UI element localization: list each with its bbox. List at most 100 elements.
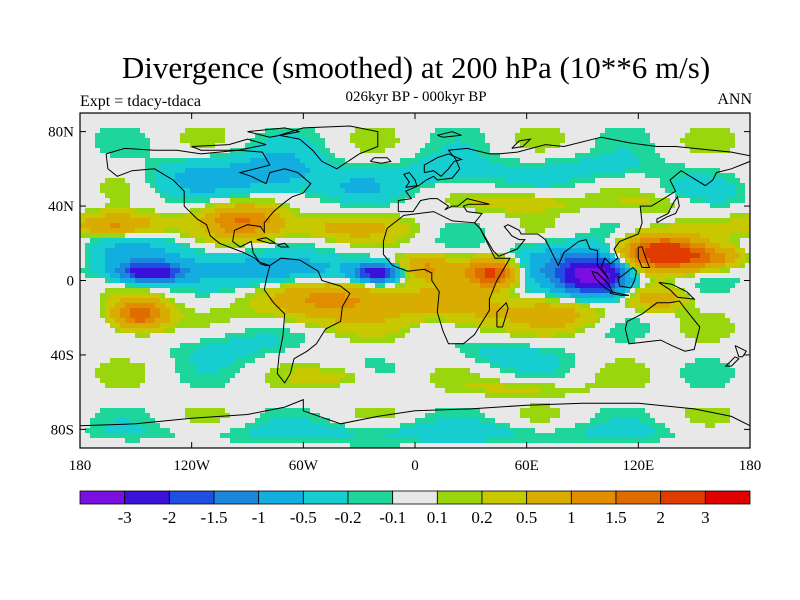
field-cell	[530, 248, 536, 254]
field-cell	[185, 243, 191, 249]
field-cell	[595, 143, 601, 149]
field-cell	[500, 188, 506, 194]
field-cell	[530, 283, 536, 289]
field-cell	[535, 213, 541, 219]
field-cell	[340, 133, 346, 139]
field-cell	[455, 163, 461, 169]
field-cell	[230, 228, 236, 234]
field-cell	[500, 248, 506, 254]
field-cell	[275, 253, 281, 259]
field-cell	[155, 283, 161, 289]
field-cell	[735, 273, 741, 279]
field-cell	[560, 173, 566, 179]
field-cell	[560, 138, 566, 144]
field-cell	[625, 283, 631, 289]
field-cell	[600, 223, 606, 229]
field-cell	[345, 253, 351, 259]
field-cell	[735, 188, 741, 194]
field-cell	[470, 253, 476, 259]
field-cell	[430, 143, 436, 149]
field-cell	[600, 208, 606, 214]
field-cell	[355, 193, 361, 199]
field-cell	[305, 223, 311, 229]
field-cell	[720, 273, 726, 279]
field-cell	[490, 138, 496, 144]
field-cell	[615, 168, 621, 174]
field-cell	[275, 128, 281, 134]
field-cell	[285, 188, 291, 194]
field-cell	[350, 268, 356, 274]
field-cell	[200, 213, 206, 219]
field-cell	[740, 273, 746, 279]
field-cell	[420, 188, 426, 194]
field-cell	[470, 218, 476, 224]
field-cell	[385, 168, 391, 174]
field-cell	[520, 123, 526, 129]
field-cell	[320, 143, 326, 149]
field-cell	[85, 233, 91, 239]
field-cell	[560, 223, 566, 229]
field-cell	[105, 223, 111, 229]
field-cell	[675, 283, 681, 289]
field-cell	[250, 268, 256, 274]
field-cell	[80, 138, 86, 144]
field-cell	[335, 243, 341, 249]
field-cell	[195, 168, 201, 174]
field-cell	[85, 268, 91, 274]
field-cell	[290, 248, 296, 254]
field-cell	[740, 123, 746, 129]
field-cell	[470, 243, 476, 249]
field-cell	[395, 238, 401, 244]
field-cell	[510, 138, 516, 144]
field-cell	[240, 223, 246, 229]
field-cell	[575, 253, 581, 259]
field-cell	[125, 283, 131, 289]
field-cell	[545, 148, 551, 154]
field-cell	[195, 293, 201, 299]
field-cell	[270, 198, 276, 204]
field-cell	[565, 203, 571, 209]
field-cell	[320, 158, 326, 164]
field-cell	[620, 268, 626, 274]
field-cell	[570, 198, 576, 204]
field-cell	[330, 128, 336, 134]
field-cell	[605, 188, 611, 194]
field-cell	[190, 198, 196, 204]
field-cell	[605, 293, 611, 299]
field-cell	[405, 213, 411, 219]
field-cell	[745, 148, 750, 154]
field-cell	[130, 123, 136, 129]
field-cell	[305, 258, 311, 264]
field-cell	[275, 188, 281, 194]
field-cell	[730, 283, 736, 289]
field-cell	[740, 243, 746, 249]
field-cell	[660, 123, 666, 129]
field-cell	[525, 193, 531, 199]
field-cell	[535, 178, 541, 184]
field-cell	[235, 148, 241, 154]
field-cell	[345, 158, 351, 164]
field-cell	[80, 238, 86, 244]
field-cell	[405, 263, 411, 269]
field-cell	[85, 163, 91, 169]
field-cell	[450, 193, 456, 199]
field-cell	[650, 163, 656, 169]
field-cell	[140, 198, 146, 204]
field-cell	[195, 238, 201, 244]
field-cell	[205, 243, 211, 249]
field-cell	[420, 133, 426, 139]
field-cell	[685, 183, 691, 189]
field-cell	[400, 223, 406, 229]
field-cell	[400, 173, 406, 179]
field-cell	[430, 283, 436, 289]
field-cell	[275, 163, 281, 169]
field-cell	[610, 238, 616, 244]
field-cell	[490, 233, 496, 239]
field-cell	[545, 143, 551, 149]
field-cell	[525, 258, 531, 264]
field-cell	[90, 123, 96, 129]
field-cell	[730, 208, 736, 214]
field-cell	[355, 113, 361, 119]
field-cell	[680, 113, 686, 119]
field-cell	[665, 213, 671, 219]
